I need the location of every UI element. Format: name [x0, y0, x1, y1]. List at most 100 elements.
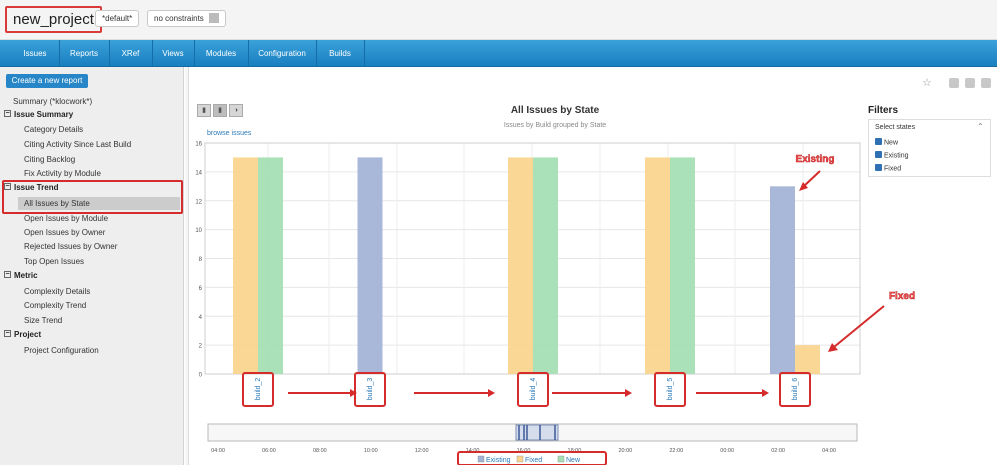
filter-label: Fixed — [884, 165, 902, 173]
tab-xref[interactable]: XRef — [121, 49, 140, 58]
category-highlight-box — [654, 372, 686, 407]
filter-new[interactable]: New — [875, 138, 899, 147]
sidebar-item-category-details[interactable]: Category Details — [24, 125, 84, 134]
bar-existing-build_3 — [357, 157, 383, 374]
y-tick-label: 16 — [195, 142, 202, 148]
tab-views[interactable]: Views — [162, 49, 184, 58]
collapse-icon[interactable]: − — [4, 271, 11, 279]
selected-item-highlight — [18, 197, 180, 210]
sidebar-item-all-issues-by-state[interactable]: All Issues by State — [24, 199, 90, 208]
group-title: Metric — [14, 271, 38, 280]
sidebar-splitter[interactable] — [185, 67, 189, 465]
checkbox-checked-icon[interactable] — [875, 151, 882, 158]
navigator-tick-label: 06:00 — [262, 448, 276, 454]
sidebar-item-size-trend[interactable]: Size Trend — [24, 316, 63, 325]
x-category-label: build_2 — [255, 378, 262, 401]
group-metric[interactable]: − Metric — [4, 271, 38, 280]
nav-divider — [316, 40, 317, 67]
export-icon[interactable] — [965, 78, 975, 88]
navigator-tick-label: 20:00 — [618, 448, 632, 454]
navigator-tick-label: 04:00 — [211, 448, 225, 454]
edit-report-icon[interactable] — [949, 78, 959, 88]
nav-divider — [109, 40, 110, 67]
sidebar-item-citing-activity[interactable]: Citing Activity Since Last Build — [24, 140, 132, 149]
select-states-label: Select states — [875, 124, 916, 131]
collapse-icon[interactable]: − — [4, 183, 11, 191]
checkbox-checked-icon[interactable] — [875, 138, 882, 145]
sidebar-item-project-configuration[interactable]: Project Configuration — [24, 346, 99, 355]
fixed-callout: Fixed — [889, 291, 915, 302]
flow-arrow-head — [350, 389, 357, 397]
group-project[interactable]: − Project — [4, 330, 41, 339]
bar-fixed-build_6 — [795, 345, 820, 374]
print-icon[interactable] — [981, 78, 991, 88]
sidebar-item-open-issues-by-module[interactable]: Open Issues by Module — [24, 214, 109, 223]
chart-title: All Issues by State — [510, 105, 600, 116]
group-title: Project — [14, 330, 42, 339]
navigator-tick-label: 10:00 — [364, 448, 378, 454]
summary-link[interactable]: Summary (*klocwork*) — [13, 97, 93, 106]
sidebar-item-complexity-details[interactable]: Complexity Details — [24, 287, 91, 296]
pie-chart-icon[interactable]: ◑ — [229, 104, 243, 117]
legend-swatch — [557, 455, 565, 463]
y-tick-label: 10 — [195, 228, 202, 234]
tab-builds[interactable]: Builds — [329, 49, 351, 58]
x-category-label: build_3 — [367, 378, 374, 401]
issue-trend-highlight — [2, 180, 183, 214]
constraints-button[interactable]: no constraints — [147, 10, 226, 27]
tab-reports[interactable]: Reports — [69, 49, 98, 58]
category-highlight-box — [779, 372, 811, 407]
sidebar-item-open-issues-by-owner[interactable]: Open Issues by Owner — [24, 228, 106, 237]
sidebar-item-top-open-issues[interactable]: Top Open Issues — [24, 257, 85, 266]
nav-divider — [194, 40, 195, 67]
category-highlight-box — [354, 372, 386, 407]
bar-new-build_4 — [533, 157, 558, 374]
tab-configuration[interactable]: Configuration — [258, 49, 306, 58]
legend-swatch — [477, 455, 485, 463]
category-highlight-box — [242, 372, 274, 407]
y-tick-label: 0 — [199, 373, 203, 379]
sidebar-item-complexity-trend[interactable]: Complexity Trend — [24, 301, 87, 310]
stacked-chart-icon[interactable]: ▮ — [213, 104, 227, 117]
navigator-tick-label: 08:00 — [313, 448, 327, 454]
browse-issues-link[interactable]: browse issues — [207, 130, 252, 137]
sidebar-item-fix-activity[interactable]: Fix Activity by Module — [24, 169, 101, 178]
group-issue-trend[interactable]: − Issue Trend — [4, 183, 58, 192]
constraints-label: no constraints — [154, 14, 204, 23]
collapse-up-icon[interactable]: ⌃ — [977, 122, 984, 131]
navigator-tick-label: 02:00 — [771, 448, 785, 454]
callout-arrow-line — [803, 170, 821, 187]
filter-label: New — [884, 139, 899, 147]
flow-arrow-head — [762, 389, 769, 397]
category-highlight-box — [517, 372, 549, 407]
bar-fixed-build_2 — [233, 157, 258, 374]
nav-divider — [59, 40, 60, 67]
tab-modules[interactable]: Modules — [205, 49, 237, 58]
filter-fixed[interactable]: Fixed — [875, 164, 902, 173]
y-tick-label: 4 — [199, 315, 203, 321]
default-view-button[interactable]: *default* — [95, 10, 140, 27]
tab-issues[interactable]: Issues — [23, 49, 47, 58]
star-icon[interactable]: ☆ — [922, 77, 932, 89]
navigator-selection — [515, 424, 559, 441]
filter-existing[interactable]: Existing — [875, 151, 909, 159]
callout-arrow-head — [799, 182, 808, 191]
create-report-button[interactable]: Create a new report — [6, 74, 88, 88]
collapse-icon[interactable]: − — [4, 110, 11, 118]
edit-icon[interactable] — [208, 12, 219, 23]
y-tick-label: 8 — [199, 257, 203, 263]
bar-chart-icon[interactable]: ▮ — [197, 104, 211, 117]
y-tick-label: 14 — [195, 170, 202, 176]
flow-arrow-head — [488, 389, 495, 397]
bar-new-build_2 — [258, 157, 283, 374]
legend-swatch — [516, 455, 524, 463]
legend-highlight-box — [457, 451, 607, 465]
group-issue-summary[interactable]: − Issue Summary — [4, 110, 73, 119]
sidebar-item-rejected-issues-by-owner[interactable]: Rejected Issues by Owner — [24, 242, 118, 251]
collapse-icon[interactable]: − — [4, 330, 11, 338]
checkbox-checked-icon[interactable] — [875, 164, 882, 171]
sidebar-item-citing-backlog[interactable]: Citing Backlog — [24, 155, 76, 164]
existing-callout: Existing — [796, 154, 835, 165]
nav-divider — [248, 40, 249, 67]
